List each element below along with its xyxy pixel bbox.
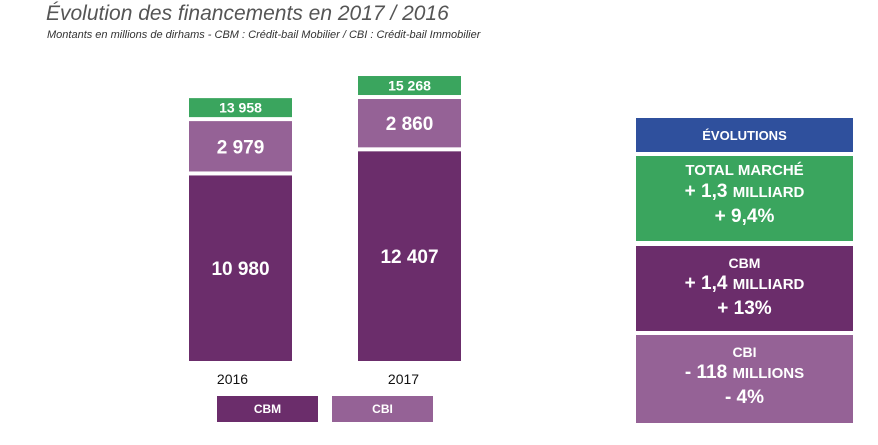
evolution-cbi-percent: - 4% [724,387,765,408]
evolution-total-percent: + 9,4% [714,206,775,227]
legend-cbi: CBI [332,396,433,422]
evolution-cbm-amount-unit: MILLIARD [732,276,805,293]
evolutions-header-label: ÉVOLUTIONS [702,127,787,143]
evolution-cbm-card: CBM + 1,4 MILLIARD + 13% [636,246,853,331]
evolution-total-amount-unit: MILLIARD [732,184,805,201]
bar-total-2016 [189,98,292,118]
evolution-total-card: TOTAL MARCHÉ + 1,3 MILLIARD + 9,4% [636,156,853,241]
data-label-cbi-2017: 2 860 [386,114,434,135]
legend-cbi-label: CBI [372,402,393,416]
evolution-cbi-amount-unit: MILLIONS [732,365,805,382]
evolution-total-amount: + 1,3 MILLIARD [636,180,853,205]
evolution-cbm-percent: + 13% [717,298,772,319]
legend-cbm-label: CBM [253,402,282,416]
data-label-cbm-2016: 10 980 [211,259,269,280]
evolution-total-amount-value: + 1,3 [684,181,728,202]
evolution-total-title: TOTAL MARCHÉ [685,162,804,179]
evolution-cbm-title: CBM [728,255,761,271]
evolution-cbi-title: CBI [732,344,757,360]
bar-cbi-2017 [358,99,461,148]
evolution-cbi-amount: - 118 MILLIONS [636,361,853,386]
chart-title: Évolution des financements en 2017 / 201… [46,2,449,25]
legend-cbm: CBM [217,396,318,422]
data-label-cbm-2017: 12 407 [380,247,438,268]
evolution-cbm-amount-value: + 1,4 [684,273,728,294]
evolutions-header: ÉVOLUTIONS [636,118,853,152]
x-tick-2017: 2017 [388,371,419,387]
bar-total-2017 [358,76,461,96]
data-label-total-2017: 15 268 [388,78,431,94]
bar-cbm-2017 [358,151,461,361]
data-label-total-2016: 13 958 [219,100,262,116]
bar-cbm-2016 [189,175,292,361]
bar-cbi-2016 [189,121,292,172]
evolution-cbi-card: CBI - 118 MILLIONS - 4% [636,335,853,423]
chart-subtitle: Montants en millions de dirhams - CBM : … [47,29,481,41]
data-label-cbi-2016: 2 979 [217,137,265,158]
x-tick-2016: 2016 [217,371,248,387]
evolution-cbi-amount-value: - 118 [684,362,728,383]
evolution-cbm-amount: + 1,4 MILLIARD [636,272,853,297]
